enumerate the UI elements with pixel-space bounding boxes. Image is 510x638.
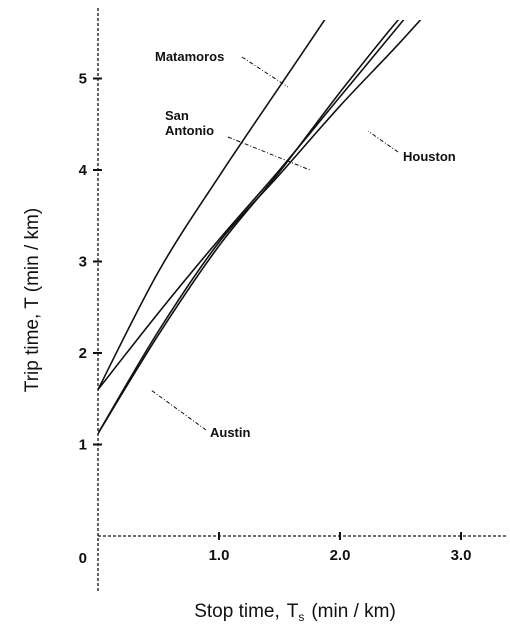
y-tick-label-1: 1 bbox=[79, 437, 87, 454]
y-axis-title: Trip time, T (min / km) bbox=[22, 208, 43, 392]
annotation-label-houston: Houston bbox=[403, 149, 456, 164]
x-axis-title-units: (min / km) bbox=[311, 601, 395, 622]
annotation-leader-san-antonio bbox=[227, 136, 311, 171]
y-tick-label-3: 3 bbox=[79, 254, 87, 271]
series-line-san-antonio bbox=[98, 20, 405, 391]
annotation-label-san-antonio: San Antonio bbox=[165, 108, 214, 138]
series-line-matamoros bbox=[98, 20, 326, 390]
annotation-label-houston-line-1: Houston bbox=[403, 149, 456, 164]
series-annotations: Matamoros San Antonio Houston Austin bbox=[150, 49, 456, 440]
annotation-label-matamoros-line-1: Matamoros bbox=[155, 49, 224, 64]
annotation-label-san-antonio-line-1: San bbox=[165, 108, 189, 123]
x-axis-title-subscript: s bbox=[298, 610, 304, 624]
annotation-label-matamoros: Matamoros bbox=[155, 49, 224, 64]
x-tick-label-2-0: 2.0 bbox=[330, 547, 351, 564]
axes bbox=[97, 8, 508, 592]
x-tick-label-1-0: 1.0 bbox=[209, 547, 230, 564]
x-axis-title-symbol: T bbox=[287, 601, 299, 622]
y-tick-label-0: 0 bbox=[79, 550, 87, 567]
annotation-leader-matamoros bbox=[241, 56, 289, 88]
series-lines bbox=[98, 20, 422, 434]
y-tick-label-2: 2 bbox=[79, 345, 87, 362]
x-axis-title: Stop time, Ts (min / km) bbox=[194, 601, 396, 624]
y-tick-label-5: 5 bbox=[79, 71, 87, 88]
x-tick-label-3-0: 3.0 bbox=[451, 547, 472, 564]
annotation-label-austin: Austin bbox=[210, 425, 251, 440]
y-tick-label-4: 4 bbox=[79, 162, 88, 179]
series-line-austin bbox=[98, 20, 400, 434]
annotation-leader-houston bbox=[367, 130, 399, 153]
annotation-label-austin-line-1: Austin bbox=[210, 425, 251, 440]
x-axis-title-text: Stop time, bbox=[194, 601, 280, 622]
annotation-leader-austin bbox=[150, 389, 207, 431]
ticks: 01234561.02.03.0 bbox=[79, 71, 472, 568]
annotation-label-san-antonio-line-2: Antonio bbox=[165, 123, 214, 138]
series-line-houston bbox=[98, 20, 422, 434]
